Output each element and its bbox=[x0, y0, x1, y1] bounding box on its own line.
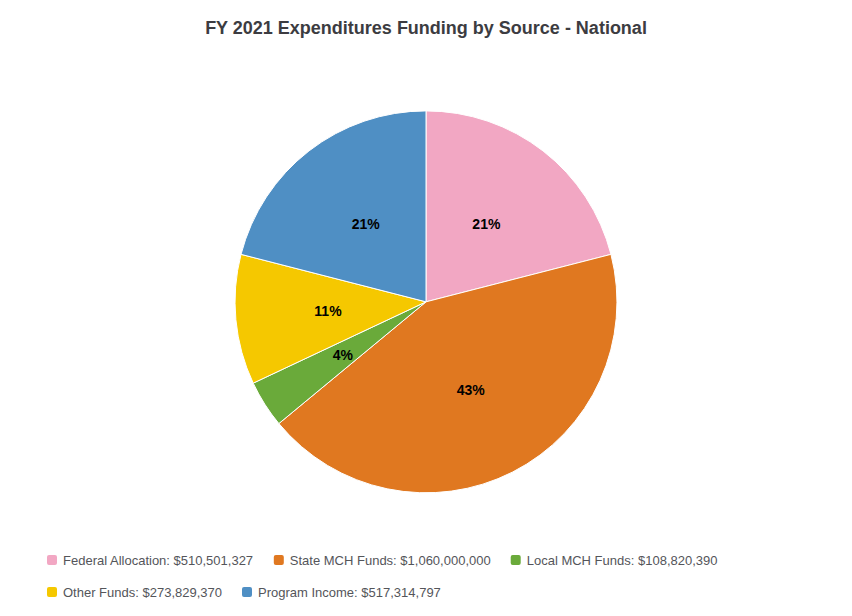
svg-text:21%: 21% bbox=[352, 216, 381, 232]
svg-text:Other Funds: $273,829,370: Other Funds: $273,829,370 bbox=[63, 585, 222, 600]
svg-text:11%: 11% bbox=[314, 303, 342, 319]
svg-text:Program Income: $517,314,797: Program Income: $517,314,797 bbox=[258, 585, 441, 600]
svg-text:State MCH Funds: $1,060,000,00: State MCH Funds: $1,060,000,000 bbox=[290, 553, 491, 568]
svg-text:Federal Allocation: $510,501,3: Federal Allocation: $510,501,327 bbox=[63, 553, 253, 568]
svg-text:21%: 21% bbox=[472, 216, 501, 232]
svg-text:FY 2021 Expenditures Funding b: FY 2021 Expenditures Funding by Source -… bbox=[205, 18, 647, 38]
svg-text:4%: 4% bbox=[333, 347, 354, 363]
svg-text:Local MCH Funds: $108,820,390: Local MCH Funds: $108,820,390 bbox=[527, 553, 718, 568]
svg-text:43%: 43% bbox=[457, 382, 486, 398]
